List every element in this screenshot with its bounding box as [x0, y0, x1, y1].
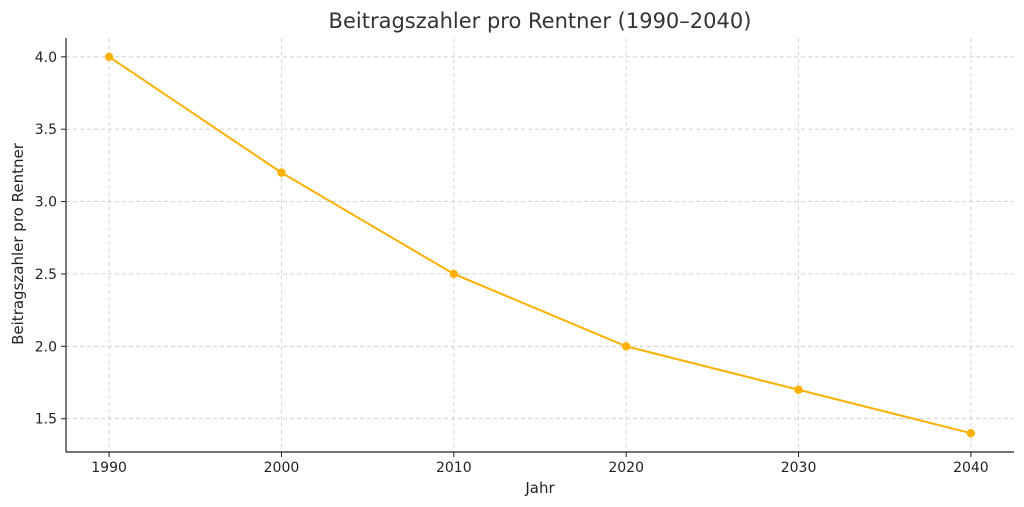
data-point	[966, 428, 976, 438]
x-tick-label: 2000	[264, 460, 300, 476]
data-point	[277, 168, 286, 177]
gridlines	[66, 38, 1014, 452]
y-axis-label: Beitragszahler pro Rentner	[9, 142, 27, 345]
y-tick-label: 4.0	[35, 50, 57, 66]
series-group	[104, 52, 976, 438]
chart-title: Beitragszahler pro Rentner (1990–2040)	[329, 9, 752, 33]
y-tick-label: 2.5	[35, 267, 57, 283]
x-tick-label: 2020	[608, 460, 644, 476]
x-tick-label: 2010	[436, 460, 472, 476]
x-axis-label: Jahr	[524, 479, 555, 497]
x-tick-label: 2040	[953, 460, 989, 476]
y-tick-label: 2.0	[35, 339, 57, 355]
y-tick-label: 1.5	[35, 412, 57, 428]
data-point	[449, 269, 459, 279]
data-point	[621, 342, 631, 351]
data-point	[104, 52, 114, 62]
x-tick-label: 1990	[91, 460, 127, 476]
axes	[61, 38, 1014, 457]
y-tick-label: 3.0	[35, 195, 57, 211]
tick-labels: 1990 2000 2010 2020 2030 2040 1.5 2.0 2.5 3.0 3.5 4…	[35, 50, 989, 476]
x-tick-label: 2030	[781, 460, 817, 476]
series-line	[108, 55, 972, 435]
y-tick-label: 3.5	[35, 122, 57, 138]
data-point	[794, 385, 803, 394]
